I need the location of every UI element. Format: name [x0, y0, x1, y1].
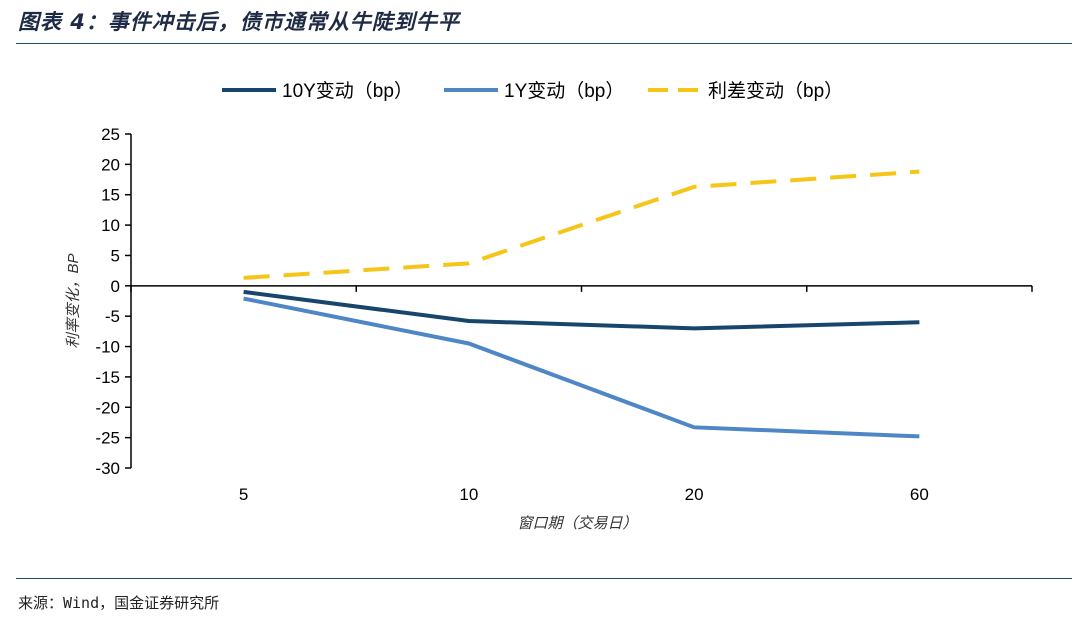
- chart-legend: 10Y变动（bp） 1Y变动（bp） 利差变动（bp）: [222, 80, 843, 102]
- figure-title: 图表 4：事件冲击后，债市通常从牛陡到牛平: [18, 10, 460, 34]
- source-divider: [16, 578, 1072, 579]
- y-tick-label: 5: [111, 246, 120, 265]
- y-tick-label: -30: [95, 459, 120, 478]
- x-tick-label: 10: [459, 485, 478, 504]
- source-note: 来源：Wind，国金证券研究所: [18, 594, 220, 612]
- y-axis: 25 20 15 10 5 0 -5 -10 -15 -20 -25 -30: [95, 125, 132, 478]
- y-tick-label: -5: [105, 307, 120, 326]
- line-chart: 10Y变动（bp） 1Y变动（bp） 利差变动（bp） 25 20 15 10 5 0 -5 -1…: [65, 80, 1033, 532]
- y-tick-label: 20: [101, 155, 120, 174]
- series-line-2: [243, 296, 920, 439]
- series-line-1: [243, 289, 920, 331]
- y-tick-label: 10: [101, 216, 120, 235]
- y-tick-label: -25: [95, 429, 120, 448]
- x-tick-label: 20: [685, 485, 704, 504]
- legend-label: 10Y变动（bp）: [282, 80, 413, 102]
- x-tick-label: 60: [910, 485, 929, 504]
- y-tick-label: -20: [95, 398, 120, 417]
- y-tick-label: 15: [101, 186, 120, 205]
- x-tick-label: 5: [239, 485, 248, 504]
- y-axis-label: 利率变化，BP: [65, 253, 82, 348]
- chart-series: [243, 169, 920, 439]
- y-tick-label: 0: [111, 277, 120, 296]
- y-tick-label: -15: [95, 368, 120, 387]
- legend-label: 1Y变动（bp）: [504, 80, 624, 102]
- legend-label: 利差变动（bp）: [708, 80, 843, 102]
- series-line-3: [243, 169, 920, 280]
- x-axis: 5 10 20 60: [130, 285, 1033, 504]
- x-axis-label: 窗口期（交易日）: [517, 515, 637, 532]
- y-tick-label: 25: [101, 125, 120, 144]
- title-divider: [16, 43, 1072, 44]
- y-tick-label: -10: [95, 338, 120, 357]
